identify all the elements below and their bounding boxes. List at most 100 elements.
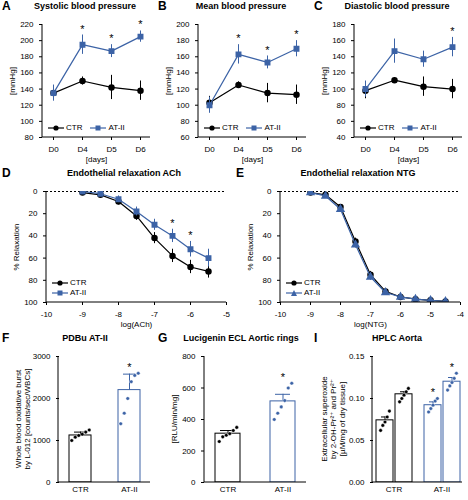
- svg-text:0: 0: [191, 478, 196, 487]
- svg-text:100: 100: [20, 117, 34, 126]
- svg-text:0.15: 0.15: [349, 352, 365, 361]
- svg-text:160: 160: [332, 36, 346, 45]
- svg-text:AT-II: AT-II: [121, 485, 137, 494]
- svg-text:20: 20: [29, 209, 38, 218]
- svg-text:-7: -7: [367, 310, 375, 319]
- svg-text:CTR: CTR: [386, 485, 403, 494]
- svg-text:-10: -10: [41, 310, 53, 319]
- svg-text:220: 220: [20, 20, 34, 29]
- svg-text:D6: D6: [447, 145, 458, 154]
- svg-text:D5: D5: [418, 145, 429, 154]
- svg-text:*: *: [109, 32, 114, 44]
- svg-text:D4: D4: [77, 145, 88, 154]
- svg-text:-10: -10: [275, 310, 287, 319]
- svg-text:60: 60: [337, 117, 346, 126]
- svg-text:-9: -9: [307, 310, 315, 319]
- svg-text:140: 140: [332, 52, 346, 61]
- svg-text:2000: 2000: [33, 394, 51, 403]
- svg-text:[days]: [days]: [242, 155, 263, 164]
- svg-text:D5: D5: [262, 145, 273, 154]
- svg-text:180: 180: [332, 20, 346, 29]
- svg-text:0: 0: [267, 187, 272, 196]
- svg-text:-9: -9: [79, 310, 87, 319]
- svg-text:*: *: [450, 25, 455, 37]
- svg-text:-4: -4: [457, 310, 465, 319]
- svg-text:-6: -6: [397, 310, 405, 319]
- svg-text:D6: D6: [291, 145, 302, 154]
- svg-text:-8: -8: [115, 310, 123, 319]
- svg-text:120: 120: [20, 101, 34, 110]
- svg-text:80: 80: [263, 276, 272, 285]
- svg-text:*: *: [188, 229, 193, 241]
- svg-text:140: 140: [20, 85, 34, 94]
- svg-text:3000: 3000: [33, 352, 51, 361]
- svg-text:D4: D4: [233, 145, 244, 154]
- svg-text:180: 180: [176, 36, 190, 45]
- svg-text:-5: -5: [223, 310, 231, 319]
- svg-text:0: 0: [33, 187, 38, 196]
- svg-text:1000: 1000: [33, 436, 51, 445]
- svg-text:20: 20: [263, 209, 272, 218]
- svg-text:D4: D4: [389, 145, 400, 154]
- svg-text:160: 160: [176, 52, 190, 61]
- svg-text:AT-II: AT-II: [434, 485, 450, 494]
- svg-text:400: 400: [182, 415, 196, 424]
- svg-text:[days]: [days]: [86, 155, 107, 164]
- svg-text:0.10: 0.10: [349, 394, 365, 403]
- svg-text:100: 100: [24, 298, 38, 307]
- svg-text:200: 200: [20, 36, 34, 45]
- svg-text:*: *: [265, 43, 270, 55]
- svg-text:100: 100: [176, 101, 190, 110]
- svg-text:*: *: [170, 217, 175, 229]
- svg-text:0: 0: [46, 478, 51, 487]
- svg-text:600: 600: [182, 384, 196, 393]
- svg-text:D0: D0: [360, 145, 371, 154]
- svg-text:160: 160: [20, 68, 34, 77]
- svg-text:*: *: [138, 18, 143, 30]
- svg-text:0.05: 0.05: [349, 436, 365, 445]
- svg-text:-6: -6: [187, 310, 195, 319]
- svg-text:D0: D0: [204, 145, 215, 154]
- svg-text:[days]: [days]: [398, 155, 419, 164]
- svg-text:*: *: [450, 361, 455, 373]
- svg-text:CTR: CTR: [72, 485, 89, 494]
- svg-text:-7: -7: [151, 310, 159, 319]
- svg-text:*: *: [281, 371, 286, 383]
- svg-text:D6: D6: [135, 145, 146, 154]
- svg-text:80: 80: [29, 276, 38, 285]
- svg-text:*: *: [127, 361, 132, 373]
- svg-text:100: 100: [258, 298, 272, 307]
- svg-text:D5: D5: [106, 145, 117, 154]
- svg-text:60: 60: [29, 254, 38, 263]
- svg-text:120: 120: [332, 68, 346, 77]
- svg-text:80: 80: [337, 101, 346, 110]
- svg-text:40: 40: [337, 133, 346, 142]
- svg-text:*: *: [80, 23, 85, 35]
- html-text:Whole blood oxidative burst by: Whole blood oxidative burst by L-012 [co…: [14, 368, 32, 470]
- svg-text:*: *: [294, 28, 299, 40]
- svg-text:-8: -8: [337, 310, 345, 319]
- svg-text:0.00: 0.00: [349, 478, 365, 487]
- svg-text:180: 180: [20, 52, 34, 61]
- svg-text:-5: -5: [427, 310, 435, 319]
- svg-text:100: 100: [332, 85, 346, 94]
- svg-text:80: 80: [181, 117, 190, 126]
- svg-text:200: 200: [176, 20, 190, 29]
- svg-text:120: 120: [176, 85, 190, 94]
- svg-text:140: 140: [176, 68, 190, 77]
- svg-text:*: *: [431, 386, 436, 398]
- svg-text:*: *: [236, 32, 241, 44]
- svg-text:CTR: CTR: [220, 485, 237, 494]
- svg-text:60: 60: [263, 254, 272, 263]
- svg-text:800: 800: [182, 352, 196, 361]
- svg-text:200: 200: [182, 447, 196, 456]
- svg-text:log(ACh): log(ACh): [121, 320, 153, 329]
- svg-text:60: 60: [181, 133, 190, 142]
- svg-text:40: 40: [29, 231, 38, 240]
- svg-text:AT-II: AT-II: [275, 485, 291, 494]
- svg-text:40: 40: [263, 231, 272, 240]
- svg-text:80: 80: [25, 133, 34, 142]
- html-text:Extracellular superoxide by 2-: Extracellular superoxide by 2-OH-Pr²⁺ an…: [319, 376, 346, 462]
- svg-text:log(NTG): log(NTG): [354, 320, 387, 329]
- svg-text:D0: D0: [48, 145, 59, 154]
